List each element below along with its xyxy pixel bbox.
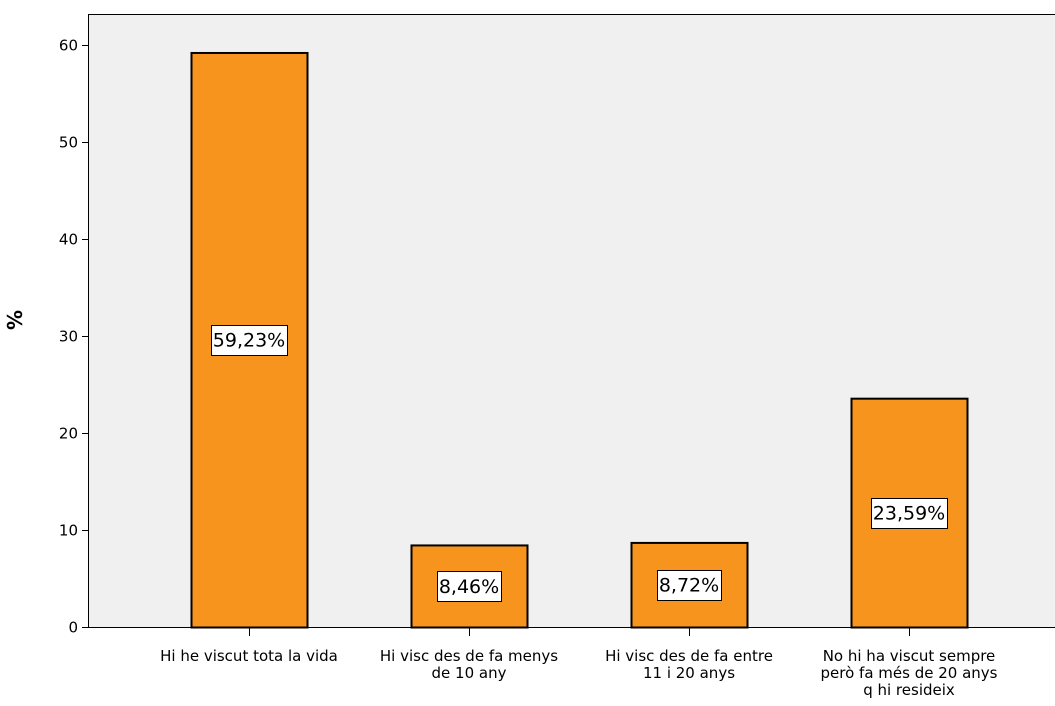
data-labels-group: 59,23% 8,46% 8,72% 23,59% <box>211 325 948 602</box>
data-label-text: 8,46% <box>439 576 499 598</box>
y-tick-label: 50 <box>59 134 78 152</box>
data-label: 8,72% <box>657 570 722 601</box>
y-tick-label: 20 <box>59 425 78 443</box>
y-tick-label: 40 <box>59 231 78 249</box>
y-tick-label: 0 <box>68 619 78 637</box>
data-label-box <box>211 325 288 356</box>
data-label: 8,46% <box>437 571 502 602</box>
data-label-box <box>657 570 722 601</box>
y-tick-label: 60 <box>59 37 78 55</box>
data-label: 59,23% <box>211 325 288 356</box>
x-tick-label: No hi ha viscut sempre però fa més de 20 … <box>821 647 998 699</box>
data-label-text: 23,59% <box>873 503 945 525</box>
y-tick-label: 10 <box>59 522 78 540</box>
data-label-text: 59,23% <box>213 330 285 352</box>
x-tick-label: Hi visc des de fa menys de 10 any <box>380 647 558 682</box>
y-axis-title: % <box>3 310 27 330</box>
data-label-box <box>871 498 948 529</box>
x-tick-label: Hi he viscut tota la vida <box>160 647 338 665</box>
y-tick-label: 30 <box>59 328 78 346</box>
data-label-text: 8,72% <box>659 575 719 597</box>
x-tick-label: Hi visc des de fa entre 11 i 20 anys <box>605 647 773 682</box>
data-label-box <box>437 571 502 602</box>
data-label: 23,59% <box>871 498 948 529</box>
